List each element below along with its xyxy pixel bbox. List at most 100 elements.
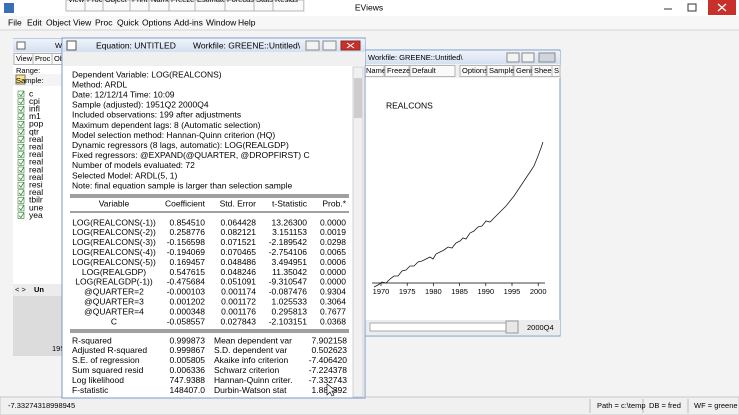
series-line: [373, 141, 544, 288]
maximize[interactable]: [322, 40, 337, 51]
menu-item[interactable]: Add-ins: [174, 17, 203, 27]
close[interactable]: [538, 52, 556, 63]
menu-item[interactable]: Help: [238, 17, 256, 27]
scroll-thumb[interactable]: [354, 78, 362, 118]
scroll-track[interactable]: [369, 322, 511, 332]
stat-value: 0.005805: [170, 355, 206, 365]
workfile-item[interactable]: qtr: [29, 126, 39, 136]
workfile-item[interactable]: c: [29, 88, 34, 98]
window-controls[interactable]: [664, 0, 736, 15]
stat-value: -7.406420: [309, 355, 348, 365]
toolbar-label[interactable]: Genr: [516, 66, 533, 75]
toolbar-button[interactable]: [51, 53, 66, 65]
toolbar-label[interactable]: Sheet: [534, 66, 555, 75]
toolbar-label[interactable]: Freeze: [171, 0, 194, 4]
stat-value: 747.9388: [170, 375, 206, 385]
app-title: EViews: [355, 2, 383, 12]
item-check: [18, 174, 25, 181]
minimize[interactable]: [305, 40, 320, 51]
toolbar-label[interactable]: View: [16, 54, 33, 63]
menu-item[interactable]: View: [73, 17, 92, 27]
header-line: Dynamic regressors (8 lags, automatic): …: [72, 140, 289, 150]
item-icon: [17, 105, 25, 113]
toolbar-label[interactable]: Name: [151, 0, 171, 4]
table-cell: 0.0000: [320, 267, 346, 277]
toolbar-label[interactable]: Freeze: [387, 66, 410, 75]
workfile-item[interactable]: m1: [29, 111, 41, 121]
item-icon: [17, 166, 25, 174]
table-cell: -0.058557: [167, 316, 206, 326]
toolbar-button[interactable]: [459, 65, 487, 77]
toolbar-label[interactable]: Name: [366, 66, 386, 75]
menu-item[interactable]: Window: [206, 17, 237, 27]
toolbar-label[interactable]: Proc: [35, 54, 51, 63]
window-icon: [66, 40, 77, 51]
workfile-item[interactable]: real: [29, 157, 43, 167]
toolbar-button[interactable]: [513, 65, 532, 77]
table-cell: 0.048246: [221, 267, 257, 277]
workfile-item[interactable]: real: [29, 164, 43, 174]
toolbar-label[interactable]: Print: [132, 0, 148, 4]
workfile-item[interactable]: real: [29, 141, 43, 151]
menu-item[interactable]: Quick: [117, 17, 139, 27]
toolbar-label[interactable]: Sample: [489, 66, 514, 75]
table-cell: 0.0000: [320, 277, 346, 287]
table-cell: 0.547615: [170, 267, 206, 277]
maximize[interactable]: [521, 52, 535, 63]
toolbar-button[interactable]: [486, 65, 514, 77]
item-icon: [17, 90, 25, 98]
workfile-item[interactable]: real: [29, 134, 43, 144]
table-cell: 0.0298: [320, 237, 346, 247]
table-cell: 0.001172: [221, 296, 256, 306]
workfile-item[interactable]: infl: [29, 103, 40, 113]
menu-item[interactable]: Edit: [27, 17, 42, 27]
toolbar-button[interactable]: [384, 65, 410, 77]
workfile-item[interactable]: une: [29, 202, 43, 212]
workfile-item[interactable]: yea: [29, 210, 43, 220]
toolbar-label[interactable]: Object: [105, 0, 128, 4]
toolbar-label[interactable]: Options: [462, 66, 488, 75]
graph-window: Workfile: GREENE::Untitled\Name Freeze Def…: [361, 49, 561, 337]
toolbar-label[interactable]: S: [554, 66, 559, 75]
maximize[interactable]: [687, 3, 697, 12]
table-cell: 0.9304: [320, 287, 346, 297]
column-header: t-Statistic: [272, 198, 308, 208]
toolbar-label[interactable]: Resids: [275, 0, 298, 4]
workfile-item[interactable]: pop: [29, 119, 43, 129]
toolbar-button[interactable]: [272, 0, 305, 12]
workfile-item[interactable]: tbilr: [29, 195, 43, 205]
workfile-item[interactable]: real: [29, 187, 43, 197]
toolbar-label[interactable]: Stats: [256, 0, 273, 4]
toolbar-button[interactable]: [409, 65, 456, 77]
scroll-button[interactable]: [505, 320, 519, 334]
sample-label: Sample:: [16, 76, 44, 85]
toolbar-label[interactable]: Forecast: [227, 0, 257, 4]
table-cell: 0.001174: [221, 287, 256, 297]
workfile-item[interactable]: real: [29, 149, 43, 159]
menu-item[interactable]: Options: [142, 17, 171, 27]
column-header: Coefficient: [165, 198, 206, 208]
toolbar-label[interactable]: Default: [412, 66, 437, 75]
table-cell: -0.087476: [269, 287, 308, 297]
stat-value: 0.999873: [170, 335, 206, 345]
table-cell: 11.35042: [272, 267, 307, 277]
minimize[interactable]: [506, 52, 520, 63]
menu-item[interactable]: Proc: [95, 17, 113, 27]
workfile-item[interactable]: cpi: [29, 96, 40, 106]
toolbar-label[interactable]: Proc: [87, 0, 103, 4]
item-check: [18, 181, 25, 188]
item-icon: [17, 204, 25, 212]
toolbar-button[interactable]: [551, 65, 561, 77]
column-header: Prob.*: [322, 198, 346, 208]
toolbar-label[interactable]: Ob: [54, 54, 64, 63]
close-x: [717, 3, 727, 12]
menu-item[interactable]: File: [8, 17, 22, 27]
scrollbar[interactable]: [352, 66, 364, 398]
menu-item[interactable]: Object: [46, 17, 71, 27]
workfile-item[interactable]: real: [29, 172, 43, 182]
toolbar-label[interactable]: View: [68, 0, 85, 4]
app-icon: [4, 3, 14, 13]
toolbar-label[interactable]: Estimate: [197, 0, 226, 4]
workfile-item[interactable]: resi: [29, 179, 43, 189]
